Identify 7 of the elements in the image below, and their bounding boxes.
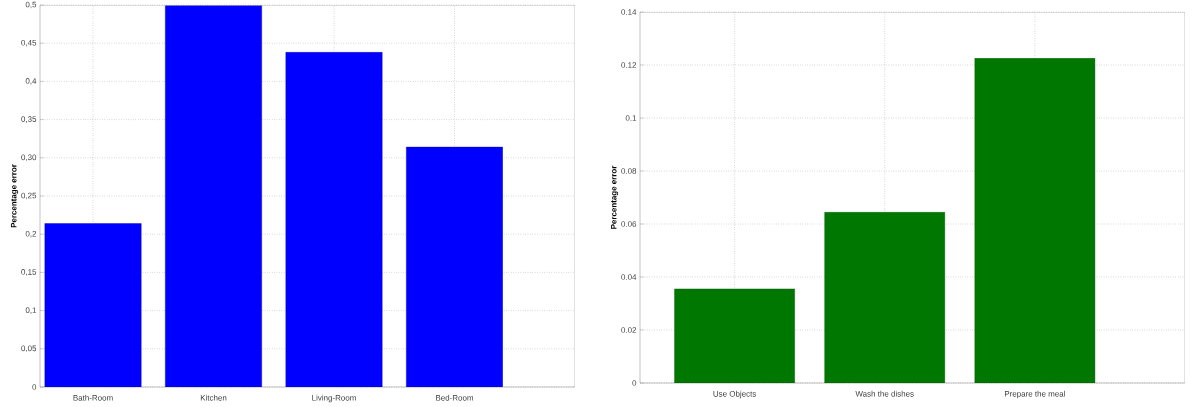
bar <box>824 212 945 383</box>
bar <box>285 52 383 387</box>
bar <box>674 288 795 383</box>
bar <box>974 58 1096 383</box>
bar <box>165 5 262 387</box>
bar <box>44 223 142 387</box>
bar <box>406 146 503 387</box>
